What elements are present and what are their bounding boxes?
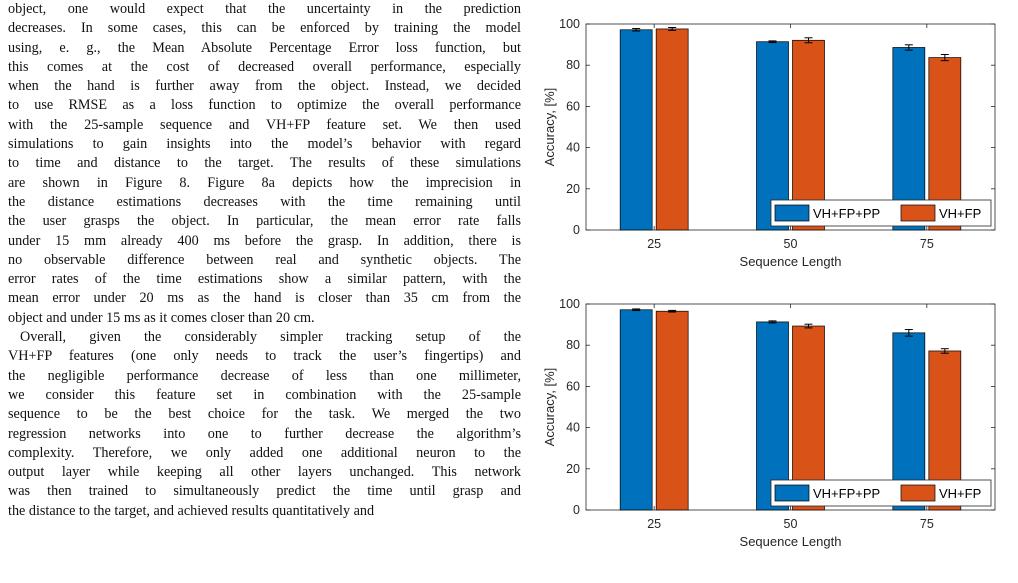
y-tick-label: 40 <box>566 141 580 155</box>
x-tick-label: 75 <box>920 517 934 531</box>
text-line: under 15 mm already 400 ms before the gr… <box>8 232 521 249</box>
text-line: no observable difference between real an… <box>8 251 521 268</box>
x-tick-label: 75 <box>920 237 934 251</box>
bar-VH+FP+PP-50 <box>756 41 789 231</box>
x-axis-label: Sequence Length <box>740 254 842 269</box>
y-axis-label: Accuracy, [%] <box>542 88 557 167</box>
text-line: with the 25-sample sequence and VH+FP fe… <box>8 116 521 133</box>
legend-label: VH+FP+PP <box>813 486 880 501</box>
bar-VH+FP+PP-75 <box>892 47 926 231</box>
y-tick-label: 100 <box>559 297 580 311</box>
text-line: simulations to gain insights into the mo… <box>8 136 521 153</box>
legend-swatch-VH+FP <box>900 484 936 502</box>
legend-swatch-VH+FP <box>900 204 936 222</box>
legend-label: VH+FP <box>939 206 981 221</box>
text-line: output layer while keeping all other lay… <box>8 464 521 481</box>
text-line: are shown in Figure 8. Figure 8a depicts… <box>8 174 521 191</box>
bar-VH+FP-25 <box>655 310 689 511</box>
text-line: the distance to the target, and achieved… <box>8 502 375 519</box>
text-line: decreases. In some cases, this can be en… <box>8 20 521 37</box>
legend: VH+FP+PP VH+FP <box>770 199 992 227</box>
chart-top: 0 20 40 60 80 100 25 50 75 Sequence Length Accurac… <box>530 8 1010 285</box>
y-tick-label: 100 <box>559 17 580 31</box>
text-line: VH+FP features (one only needs to track … <box>8 348 521 365</box>
text-line: when the hand is further away from the o… <box>8 78 521 95</box>
x-tick-label: 25 <box>647 517 661 531</box>
text-line: error rates of the time estimations show… <box>8 271 521 288</box>
y-tick-label: 60 <box>566 379 580 393</box>
y-tick-label: 20 <box>566 182 580 196</box>
legend-swatch-VH+FP+PP <box>774 484 810 502</box>
text-line: this comes at the cost of decreased over… <box>8 58 521 75</box>
text-line: regression networks into one to further … <box>8 425 521 442</box>
y-tick-label: 40 <box>566 421 580 435</box>
text-line: we consider this feature set in combinat… <box>8 386 521 403</box>
x-tick-label: 25 <box>647 237 661 251</box>
paragraph-1: object, one would expect that the uncert… <box>8 0 521 328</box>
text-line: complexity. Therefore, we only added one… <box>8 444 521 461</box>
bar-VH+FP-50 <box>792 39 825 231</box>
text-line: object and under 15 ms as it comes close… <box>8 309 315 326</box>
text-line: was then trained to simultaneously predi… <box>8 483 521 500</box>
legend: VH+FP+PP VH+FP <box>770 479 992 507</box>
y-tick-label: 80 <box>566 338 580 352</box>
text-line: the user grasps the object. In particula… <box>8 213 521 230</box>
y-tick-label: 60 <box>566 99 580 113</box>
legend-label: VH+FP+PP <box>813 206 880 221</box>
text-line: to use RMSE as a loss function to optimi… <box>8 97 521 114</box>
legend-swatch-VH+FP+PP <box>774 204 810 222</box>
text-line: Overall, given the considerably simpler … <box>20 329 521 346</box>
text-line: the distance estimations decreases with … <box>8 193 521 210</box>
paragraph-2: Overall, given the considerably simpler … <box>8 328 521 521</box>
text-line: mean error under 20 ms as the hand is cl… <box>8 290 521 307</box>
text-line: sequence to be the best choice for the t… <box>8 406 521 423</box>
x-axis-label: Sequence Length <box>740 534 842 549</box>
paper-text-column: object, one would expect that the uncert… <box>8 0 521 583</box>
legend-label: VH+FP <box>939 486 981 501</box>
y-tick-label: 20 <box>566 462 580 476</box>
bar-chart-top: 0 20 40 60 80 100 25 50 75 Sequence Length Accurac… <box>542 17 996 269</box>
bar-VH+FP+PP-25 <box>619 309 653 511</box>
bar-VH+FP-25 <box>655 28 689 231</box>
text-line: object, one would expect that the uncert… <box>8 1 521 17</box>
bar-VH+FP+PP-25 <box>619 29 653 231</box>
x-tick-label: 50 <box>784 237 798 251</box>
bar-VH+FP+PP-50 <box>756 321 789 511</box>
bar-chart-bottom: 0 20 40 60 80 100 25 50 75 Sequence Length Accurac… <box>542 297 996 549</box>
chart-bottom: 0 20 40 60 80 100 25 50 75 Sequence Length Accurac… <box>530 288 1010 583</box>
y-tick-label: 0 <box>573 223 580 237</box>
text-line: the negligible performance decrease of l… <box>8 367 521 384</box>
y-tick-label: 80 <box>566 58 580 72</box>
y-axis-label: Accuracy, [%] <box>542 368 557 447</box>
text-line: to time and distance to the target. The … <box>8 155 521 172</box>
x-tick-label: 50 <box>784 517 798 531</box>
y-tick-label: 0 <box>573 503 580 517</box>
text-line: using, e. g., the Mean Absolute Percenta… <box>8 39 521 56</box>
